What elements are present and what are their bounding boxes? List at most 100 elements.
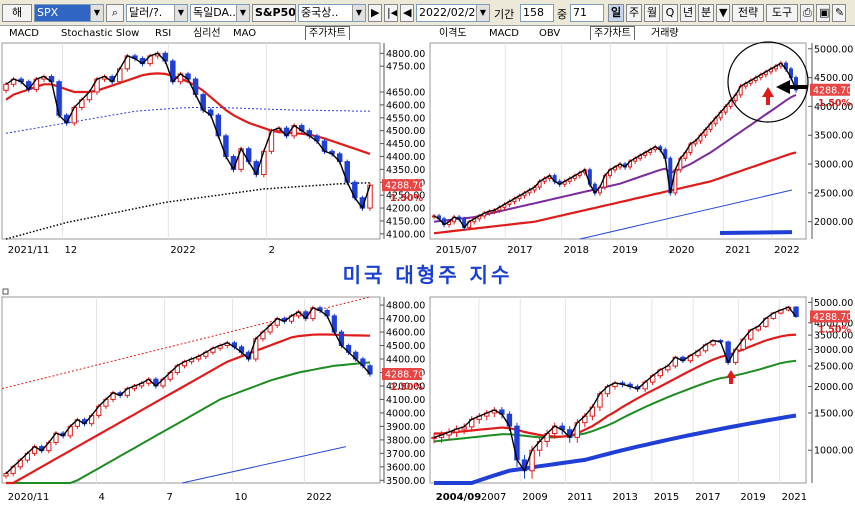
save-icon[interactable]: ▣	[816, 4, 830, 22]
symbol-select[interactable]: SPX ▼	[34, 4, 104, 22]
tools-button[interactable]: 도구	[766, 4, 798, 22]
change-pct-label: 1.50%	[818, 98, 851, 109]
last-price-box	[382, 179, 422, 192]
region-select[interactable]: 독일DA.. ▼	[190, 4, 250, 22]
panel-menu-icon	[2, 288, 9, 295]
tab-obv[interactable]: OBV	[539, 28, 561, 39]
search-icon[interactable]: ⌕	[106, 4, 124, 22]
tab-macd[interactable]: MACD	[9, 28, 39, 39]
price-chart-daily-2020: 2020/11 4 7 10 2022 4800.00 4700.00 4600.00 4500…	[1, 288, 425, 503]
page-title: 미국 대형주 지수	[342, 263, 513, 287]
y-tick-label: 3700.00	[386, 449, 425, 460]
x-tick-label: 7	[167, 492, 173, 503]
timeframe-minute-button[interactable]: 분	[698, 4, 714, 22]
ma-blue-thin-line	[579, 189, 793, 240]
ma-blue-line	[434, 413, 797, 485]
home-button[interactable]: 해	[2, 4, 32, 22]
ma-black-dotted-line	[5, 182, 371, 240]
x-tick-label: 2009	[522, 492, 547, 503]
step-back-icon[interactable]: |◀	[384, 4, 398, 22]
x-tick-label: 2017	[695, 492, 720, 503]
close-line	[433, 62, 797, 229]
y-tick-label: 4700.00	[386, 314, 425, 325]
ma-green-line	[6, 361, 371, 484]
chevron-down-icon[interactable]: ▼	[236, 5, 249, 21]
tab-price-chart[interactable]: 주가차트	[590, 26, 635, 40]
prev-icon[interactable]: ◀	[400, 4, 414, 22]
last-price-label: 4288.70	[385, 181, 424, 192]
y-tick-label: 4000.00	[814, 318, 853, 329]
y-tick-label: 2500.00	[814, 362, 853, 373]
y-tick-label: 4600.00	[386, 100, 425, 111]
last-price-box	[382, 368, 422, 381]
y-tick-label: 4000.00	[386, 408, 425, 419]
y-tick-label: 3000.00	[814, 345, 853, 356]
x-tick-label: 2004/09	[436, 492, 481, 503]
arrow-left-icon	[776, 80, 808, 94]
y-tick-label: 4450.00	[386, 139, 425, 150]
tab-price-chart[interactable]: 주가차트	[305, 26, 350, 40]
x-tick-label: 2019	[612, 245, 637, 256]
arrow-up-icon	[726, 370, 736, 384]
price-chart-monthly-2004: 2004/09 2007 2009 2011 2013 2015 2017 2019 2021 5…	[429, 296, 853, 503]
chevron-down-icon[interactable]: ▼	[174, 5, 187, 21]
arrow-up-icon	[762, 87, 774, 105]
chevron-down-icon[interactable]: ▼	[90, 5, 103, 21]
currency-select[interactable]: 달러/?. ▼	[126, 4, 188, 22]
tab-rsi[interactable]: RSI	[155, 28, 172, 39]
y-tick-label: 4500.00	[386, 126, 425, 137]
tab-disparity[interactable]: 이격도	[439, 28, 467, 39]
price-chart-weekly-2015: 2015/07 2017 2018 2019 2020 2021 2022 5000.00 45…	[429, 41, 853, 256]
country-select[interactable]: 중국상.. ▼	[298, 4, 366, 22]
y-tick-label: 4600.00	[386, 328, 425, 339]
strategy-button[interactable]: 전략	[732, 4, 764, 22]
x-tick-label: 2007	[481, 492, 506, 503]
unit-input[interactable]: 71	[570, 4, 604, 22]
change-pct-label: 1.50%	[818, 324, 851, 335]
timeframe-week-button[interactable]: 주	[626, 4, 642, 22]
y-tick-label: 4500.00	[814, 73, 853, 84]
plot-frame	[1, 296, 381, 484]
last-price-box	[810, 310, 850, 323]
y-tick-label: 4750.00	[386, 62, 425, 73]
timeframe-day-button[interactable]: 일	[608, 4, 624, 22]
index-button[interactable]: S&P500	[252, 4, 296, 22]
play-icon[interactable]: ▶	[368, 4, 382, 22]
settings-icon[interactable]: ✎	[832, 4, 846, 22]
tab-mao[interactable]: MAO	[233, 28, 257, 39]
ma-red-line	[6, 333, 371, 485]
y-tick-label: 2000.00	[814, 217, 853, 228]
period-input[interactable]: 158	[520, 4, 554, 22]
timeframe-quarter-button[interactable]: Q	[662, 4, 678, 22]
close-line	[433, 306, 797, 473]
chevron-down-icon[interactable]: ▼	[716, 4, 730, 22]
tab-psychology[interactable]: 심리선	[193, 28, 221, 39]
y-tick-label: 3000.00	[814, 160, 853, 171]
y-tick-label: 5000.00	[814, 298, 853, 309]
tab-volume[interactable]: 거래량	[651, 28, 679, 39]
last-price-label: 4288.70	[385, 370, 424, 381]
chart-panel-weekly: 이격도 MACD OBV 주가차트 거래량 2015/07 2017 2018 201…	[428, 26, 855, 257]
candle-body	[367, 184, 373, 209]
x-tick-label: 2017	[507, 245, 532, 256]
y-tick-label: 4400.00	[386, 355, 425, 366]
timeframe-year-button[interactable]: 년	[680, 4, 696, 22]
last-price-label: 4288.70	[813, 312, 852, 323]
y-tick-label: 3600.00	[386, 462, 425, 473]
chevron-down-icon[interactable]: ▼	[352, 5, 365, 21]
y-tick-label: 4650.00	[386, 88, 425, 99]
y-tick-label: 2000.00	[814, 382, 853, 393]
tab-macd[interactable]: MACD	[489, 28, 519, 39]
timeframe-month-button[interactable]: 월	[644, 4, 660, 22]
x-tick-label: 2022	[306, 492, 331, 503]
print-icon[interactable]: ⎙	[800, 4, 814, 22]
date-input[interactable]: 2022/02/24 ▼	[416, 4, 490, 22]
ma-red-line	[433, 151, 797, 235]
last-price-box	[810, 83, 850, 96]
tab-stochastic[interactable]: Stochastic Slow	[61, 28, 140, 39]
chevron-down-icon[interactable]: ▼	[476, 5, 489, 21]
y-tick-label: 4150.00	[386, 216, 425, 227]
trendline-red-dotted	[1, 296, 371, 390]
candle-body	[3, 473, 9, 477]
x-tick-label: 2019	[740, 492, 765, 503]
